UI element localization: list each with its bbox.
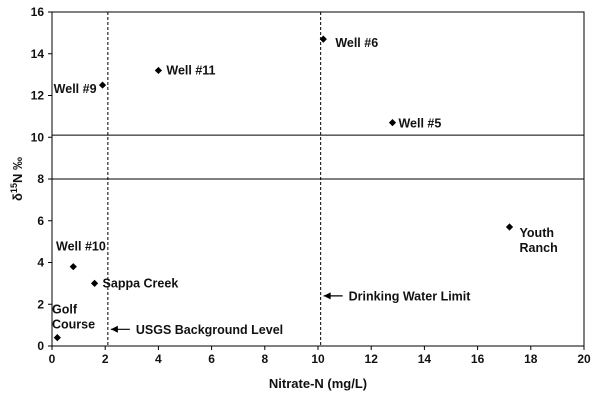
reference-arrow-head (323, 292, 331, 300)
data-point (53, 334, 61, 342)
data-point (505, 223, 514, 231)
data-point (69, 263, 77, 271)
y-tick-label: 0 (37, 339, 44, 353)
data-point (154, 66, 162, 75)
x-tick-label: 2 (102, 352, 109, 366)
y-tick-label: 6 (37, 214, 44, 228)
data-point-label: Well #5 (398, 117, 441, 131)
y-tick-label: 16 (31, 5, 45, 19)
x-tick-label: 8 (261, 352, 268, 366)
x-axis-label: Nitrate-N (mg/L) (269, 376, 367, 391)
y-tick-label: 4 (37, 256, 44, 270)
data-point-label: Well #10 (56, 240, 106, 254)
y-tick-label: 12 (31, 89, 45, 103)
plot-area: 0 2 4 6 8 10 12 14 16 18 20 0 2 4 6 8 10 12 14 16 USGS Backg… (31, 5, 591, 366)
data-point-label: Sappa Creek (103, 276, 179, 290)
data-point-label: Well #9 (54, 82, 97, 96)
data-point (98, 81, 107, 89)
data-point (388, 119, 397, 127)
data-point-label: Ranch (520, 241, 558, 255)
x-tick-label: 0 (49, 352, 56, 366)
data-point-label: Course (52, 318, 95, 332)
data-point (319, 35, 327, 43)
y-axis-label-delta: δ (10, 193, 25, 201)
x-tick-label: 20 (577, 352, 591, 366)
y-tick-label: 8 (37, 172, 44, 186)
x-tick-label: 6 (208, 352, 215, 366)
x-tick-label: 18 (524, 352, 538, 366)
data-point-label: Well #11 (166, 63, 215, 77)
x-tick-label: 16 (471, 352, 485, 366)
x-tick-label: 10 (311, 352, 325, 366)
x-tick-label: 14 (418, 352, 432, 366)
y-tick-label: 10 (31, 130, 45, 144)
y-axis-label-rest: N ‰ (10, 157, 25, 183)
data-point-label: Well #6 (335, 36, 378, 50)
reference-arrow-head (110, 325, 118, 333)
data-point-label: Youth (520, 226, 554, 240)
y-tick-label: 2 (37, 297, 44, 311)
reference-line-label: USGS Background Level (136, 323, 283, 337)
y-tick-label: 14 (31, 47, 45, 61)
x-tick-label: 12 (365, 352, 379, 366)
data-point-label: Golf (52, 303, 78, 317)
y-axis-label-superscript: 15 (9, 183, 19, 193)
x-tick-label: 4 (155, 352, 162, 366)
y-axis-label: δ15N ‰ (9, 157, 25, 201)
data-point (90, 279, 99, 287)
reference-line-label: Drinking Water Limit (349, 289, 472, 303)
